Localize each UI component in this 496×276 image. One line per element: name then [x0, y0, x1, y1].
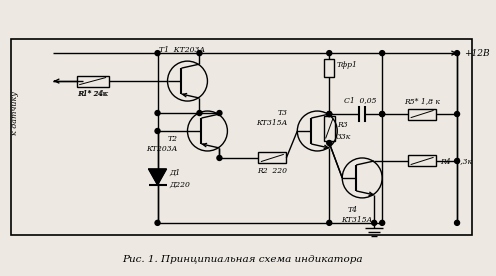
Text: Т3: Т3 [277, 109, 287, 117]
Text: R4  4,3к: R4 4,3к [440, 157, 472, 165]
Circle shape [327, 112, 332, 116]
Circle shape [372, 220, 376, 225]
Text: Д1: Д1 [170, 169, 181, 177]
Bar [324, 116, 335, 141]
Text: Т1  КТ203А: Т1 КТ203А [159, 46, 205, 54]
Text: Тфр1: Тфр1 [336, 61, 357, 69]
Circle shape [327, 220, 332, 225]
Circle shape [197, 111, 202, 116]
Bar [324, 59, 334, 77]
Text: КТ315А: КТ315А [256, 119, 287, 127]
Circle shape [155, 111, 160, 116]
Text: к датчику: к датчику [11, 91, 19, 135]
Circle shape [454, 112, 460, 116]
Text: 33к: 33к [337, 132, 352, 140]
Text: КТ315А: КТ315А [342, 216, 373, 224]
Circle shape [217, 155, 222, 160]
Text: Т2: Т2 [168, 135, 178, 143]
Bar [258, 152, 286, 163]
Text: R3: R3 [337, 121, 348, 129]
Text: R2  220: R2 220 [257, 167, 287, 175]
Circle shape [327, 140, 332, 145]
Circle shape [379, 51, 385, 56]
Circle shape [379, 220, 385, 225]
Text: КТ203А: КТ203А [146, 145, 178, 153]
Circle shape [155, 220, 160, 225]
Circle shape [454, 158, 460, 163]
Circle shape [327, 112, 332, 116]
Circle shape [197, 51, 202, 56]
Circle shape [155, 129, 160, 134]
Circle shape [327, 51, 332, 56]
Circle shape [379, 112, 385, 116]
Circle shape [454, 220, 460, 225]
Text: Рис. 1. Принципиальная схема индикатора: Рис. 1. Принципиальная схема индикатора [122, 255, 363, 264]
Bar [408, 155, 436, 166]
Text: Т4: Т4 [347, 206, 357, 214]
Bar [408, 108, 436, 120]
Text: R1* 24к: R1* 24к [78, 90, 107, 98]
Circle shape [454, 51, 460, 56]
Text: R1* 24к: R1* 24к [77, 90, 108, 98]
Text: С1  0,05: С1 0,05 [344, 96, 376, 104]
Text: Д220: Д220 [170, 181, 190, 189]
Circle shape [217, 111, 222, 116]
Polygon shape [148, 169, 167, 185]
Circle shape [379, 112, 385, 116]
Bar [77, 76, 109, 87]
Circle shape [155, 51, 160, 56]
Text: R5* 1,8 к: R5* 1,8 к [404, 97, 440, 105]
Text: +12В: +12В [464, 49, 490, 58]
